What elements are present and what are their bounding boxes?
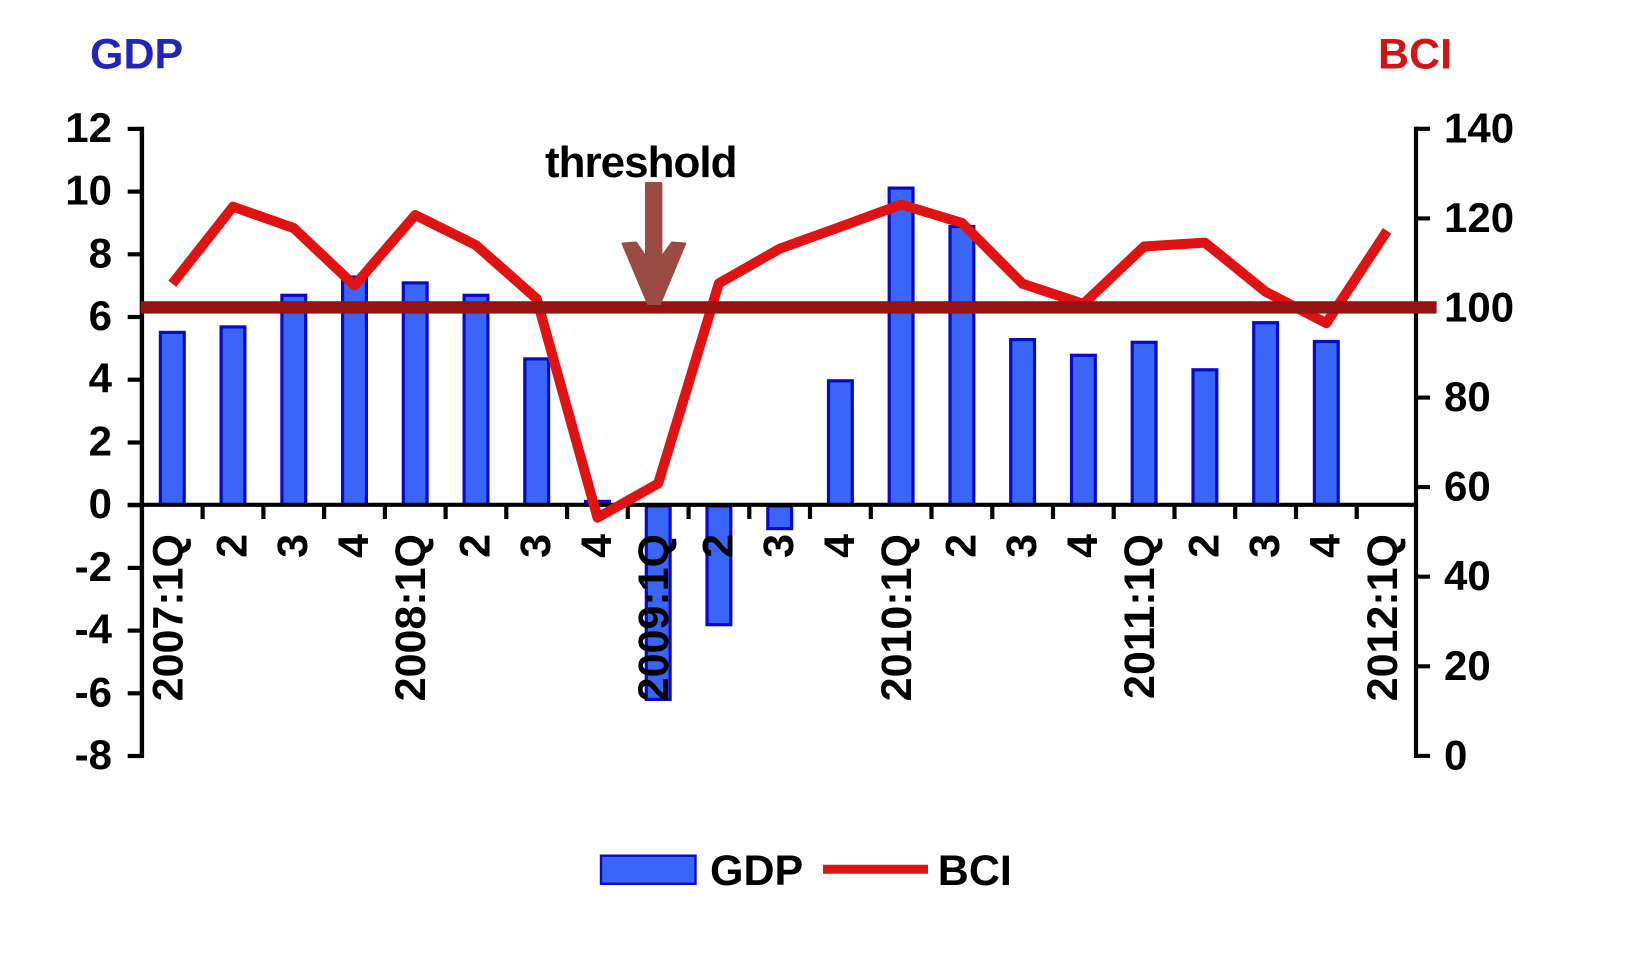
svg-text:120: 120 xyxy=(1444,194,1514,241)
svg-text:2: 2 xyxy=(1180,534,1228,558)
svg-text:2009:1Q: 2009:1Q xyxy=(630,534,678,701)
svg-text:80: 80 xyxy=(1444,373,1491,420)
svg-text:-8: -8 xyxy=(75,731,112,778)
svg-text:2012:1Q: 2012:1Q xyxy=(1359,534,1407,701)
svg-text:2007:1Q: 2007:1Q xyxy=(144,534,192,701)
svg-text:4: 4 xyxy=(330,534,378,558)
svg-text:6: 6 xyxy=(89,292,112,339)
svg-text:60: 60 xyxy=(1444,463,1491,510)
svg-text:20: 20 xyxy=(1444,642,1491,689)
svg-text:10: 10 xyxy=(65,167,112,214)
svg-text:3: 3 xyxy=(269,534,317,558)
svg-text:3: 3 xyxy=(755,534,803,558)
svg-text:140: 140 xyxy=(1444,104,1514,151)
svg-text:-4: -4 xyxy=(75,606,113,653)
svg-text:2: 2 xyxy=(208,534,256,558)
svg-text:0: 0 xyxy=(1444,731,1467,778)
svg-text:4: 4 xyxy=(89,355,113,402)
svg-text:GDP: GDP xyxy=(710,847,803,895)
svg-text:BCI: BCI xyxy=(938,847,1012,895)
svg-text:BCI: BCI xyxy=(1378,31,1452,79)
svg-text:2: 2 xyxy=(937,534,985,558)
svg-text:100: 100 xyxy=(1444,284,1514,331)
svg-text:-6: -6 xyxy=(75,668,112,715)
svg-text:12: 12 xyxy=(65,104,112,151)
svg-text:4: 4 xyxy=(1059,534,1107,558)
svg-text:4: 4 xyxy=(573,534,621,558)
svg-text:2008:1Q: 2008:1Q xyxy=(387,534,435,701)
svg-text:4: 4 xyxy=(816,534,864,558)
svg-text:2: 2 xyxy=(694,534,742,558)
svg-text:2: 2 xyxy=(451,534,499,558)
svg-text:2011:1Q: 2011:1Q xyxy=(1116,534,1164,699)
svg-text:3: 3 xyxy=(1241,534,1289,558)
svg-text:GDP: GDP xyxy=(90,31,183,79)
svg-text:2010:1Q: 2010:1Q xyxy=(873,534,921,701)
svg-text:0: 0 xyxy=(89,480,112,527)
svg-text:8: 8 xyxy=(89,229,112,276)
svg-text:3: 3 xyxy=(998,534,1046,558)
svg-text:-2: -2 xyxy=(75,543,112,590)
svg-text:2: 2 xyxy=(89,418,112,465)
svg-text:threshold: threshold xyxy=(545,138,736,187)
svg-text:40: 40 xyxy=(1444,552,1491,599)
svg-text:4: 4 xyxy=(1302,534,1350,558)
svg-text:3: 3 xyxy=(512,534,560,558)
